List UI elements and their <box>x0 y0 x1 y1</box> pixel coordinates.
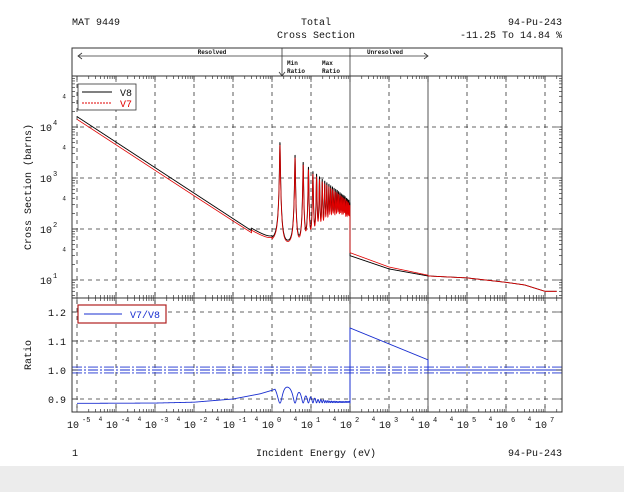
x-tick-label: 10 <box>223 421 235 432</box>
y-tick-label: 10 <box>40 226 52 237</box>
x-tick-label: 10 <box>457 421 469 432</box>
max-ratio-label-2: Ratio <box>322 68 340 75</box>
x-minor-tick-label: 4 <box>216 416 220 423</box>
page-number: 1 <box>72 449 78 460</box>
bottom-strip <box>0 466 624 492</box>
x-tick-label: 10 <box>535 421 547 432</box>
x-tick-label: 10 <box>379 421 391 432</box>
x-tick-exponent: 6 <box>511 417 515 425</box>
x-tick-label: 10 <box>496 421 508 432</box>
x-tick-exponent: -2 <box>199 417 207 425</box>
x-tick-label: 10 <box>184 421 196 432</box>
x-tick-label: 10 <box>301 421 313 432</box>
x-tick-exponent: 1 <box>316 417 320 425</box>
x-tick-label: 10 <box>67 421 79 432</box>
x-tick-label: 10 <box>145 421 157 432</box>
x-tick-exponent: 2 <box>355 417 359 425</box>
grid <box>72 76 562 412</box>
y-axis-title-cross-section: Cross Section (barns) <box>23 124 35 250</box>
title-line1: Total <box>301 17 331 29</box>
x-minor-tick-label: 4 <box>411 416 415 423</box>
x-tick-exponent: -5 <box>82 417 90 425</box>
y-tick-exponent: 2 <box>53 222 57 230</box>
y-tick-exponent: 3 <box>53 171 57 179</box>
y-tick-label: 10 <box>40 277 52 288</box>
x-minor-tick-label: 4 <box>372 416 376 423</box>
legend-ratio-label: V7/V8 <box>130 310 160 322</box>
x-tick-exponent: 3 <box>394 417 398 425</box>
min-ratio-label-2: Ratio <box>287 68 305 75</box>
title-line2: Cross Section <box>277 30 355 42</box>
x-tick-exponent: -4 <box>121 417 129 425</box>
y-axis-title-ratio: Ratio <box>23 340 35 370</box>
x-minor-tick-label: 4 <box>333 416 337 423</box>
y-minor-tick-label: 4 <box>62 195 66 202</box>
y-tick-exponent: 4 <box>53 120 57 128</box>
footer-material: 94-Pu-243 <box>508 449 562 460</box>
ratio-tick-label: 1.1 <box>48 338 66 349</box>
ratio-range-label: -11.25 To 14.84 % <box>460 31 562 42</box>
x-minor-tick-label: 4 <box>489 416 493 423</box>
y-minor-tick-label: 4 <box>62 246 66 253</box>
x-minor-tick-label: 4 <box>177 416 181 423</box>
ratio-panel <box>71 297 563 413</box>
material-label: 94-Pu-243 <box>508 18 562 29</box>
x-minor-tick-label: 4 <box>138 416 142 423</box>
x-tick-exponent: -3 <box>160 417 168 425</box>
ratio-curve <box>77 327 557 404</box>
region-box <box>71 47 563 77</box>
resolved-label: Resolved <box>198 49 227 56</box>
x-tick-exponent: -1 <box>238 417 246 425</box>
legend-v7-label: V7 <box>120 100 132 111</box>
unresolved-label: Unresolved <box>367 49 403 56</box>
v7-curve <box>76 118 557 292</box>
curves <box>76 116 557 404</box>
cross-section-legend: V8 V7 <box>77 83 137 111</box>
ratio-tick-label: 0.9 <box>48 396 66 407</box>
x-tick-label: 10 <box>340 421 352 432</box>
x-minor-tick-label: 4 <box>294 416 298 423</box>
ratio-legend: V7/V8 <box>77 304 167 324</box>
x-minor-tick-label: 4 <box>255 416 259 423</box>
resolved-arrow <box>77 52 350 60</box>
axes: 10 -5 410 -4 410 -3 410 -2 410 -1 410 0 410 1 410 2 410 3… <box>40 76 562 432</box>
y-tick-label: 10 <box>40 124 52 135</box>
x-axis-title: Incident Energy (eV) <box>256 448 376 460</box>
x-tick-exponent: 4 <box>433 417 437 425</box>
mat-number: MAT 9449 <box>72 18 120 29</box>
x-minor-tick-label: 4 <box>99 416 103 423</box>
min-ratio-label-1: Min <box>287 60 298 67</box>
x-tick-label: 10 <box>106 421 118 432</box>
x-tick-exponent: 0 <box>277 417 281 425</box>
y-minor-tick-label: 4 <box>62 93 66 100</box>
ratio-tick-label: 1.0 <box>48 367 66 378</box>
max-ratio-label-1: Max <box>322 60 333 67</box>
unresolved-arrow <box>350 52 429 60</box>
legend-v8-label: V8 <box>120 89 132 100</box>
x-tick-exponent: 7 <box>550 417 554 425</box>
x-minor-tick-label: 4 <box>450 416 454 423</box>
x-tick-exponent: 5 <box>472 417 476 425</box>
ratio-tick-label: 1.2 <box>48 309 66 320</box>
x-minor-tick-label: 4 <box>528 416 532 423</box>
x-tick-label: 10 <box>418 421 430 432</box>
y-tick-exponent: 1 <box>53 273 57 281</box>
x-tick-label: 10 <box>262 421 274 432</box>
y-tick-label: 10 <box>40 175 52 186</box>
y-minor-tick-label: 4 <box>62 144 66 151</box>
